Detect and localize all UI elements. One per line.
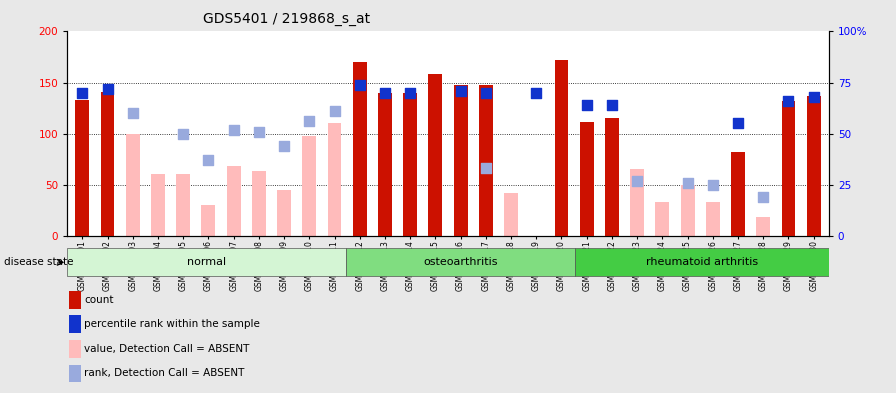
Bar (806, 96, 821, 236)
Bar (630, 169, 644, 236)
Bar (580, 122, 594, 236)
Bar (605, 118, 619, 236)
Text: rank, Detection Call = ABSENT: rank, Detection Call = ABSENT (84, 368, 245, 378)
Bar (328, 123, 341, 236)
Bar (806, 210, 821, 236)
Point (453, 88, 468, 94)
Bar (202, 205, 215, 236)
Bar (125, 134, 140, 236)
Point (630, 178, 644, 184)
Text: osteoarthritis: osteoarthritis (424, 257, 498, 267)
Bar (347, 248, 575, 277)
Text: count: count (84, 295, 114, 305)
Point (227, 127, 241, 133)
Bar (70, 340, 81, 358)
Point (252, 129, 266, 135)
Bar (378, 93, 392, 236)
Point (580, 102, 594, 108)
Point (378, 90, 392, 96)
Text: GDS5401 / 219868_s_at: GDS5401 / 219868_s_at (203, 12, 370, 26)
Bar (428, 103, 443, 236)
Point (530, 90, 544, 96)
Bar (731, 152, 745, 236)
Point (202, 157, 216, 163)
Point (277, 143, 291, 149)
Point (100, 86, 115, 92)
Bar (151, 174, 165, 236)
Point (327, 108, 341, 114)
Bar (504, 193, 518, 236)
Text: disease state: disease state (4, 257, 74, 267)
Point (75, 90, 90, 96)
Bar (575, 248, 829, 277)
Bar (75, 100, 90, 236)
Bar (100, 92, 115, 236)
Bar (453, 84, 468, 236)
Point (125, 110, 140, 116)
Bar (70, 291, 81, 309)
Point (352, 81, 366, 88)
Bar (706, 202, 719, 236)
Point (680, 180, 694, 186)
Point (605, 102, 619, 108)
Bar (177, 174, 190, 236)
Point (403, 90, 418, 96)
Text: rheumatoid arthritis: rheumatoid arthritis (646, 257, 758, 267)
Bar (756, 217, 771, 236)
Point (756, 194, 771, 200)
Point (478, 90, 493, 96)
Bar (277, 190, 291, 236)
Point (176, 130, 190, 137)
Bar (67, 248, 347, 277)
Bar (70, 365, 81, 382)
Point (731, 120, 745, 127)
Point (806, 94, 821, 100)
Bar (252, 171, 266, 236)
Bar (353, 62, 366, 236)
Bar (781, 101, 796, 236)
Bar (227, 166, 241, 236)
Text: normal: normal (187, 257, 227, 267)
Point (706, 182, 720, 188)
Point (781, 98, 796, 104)
Bar (403, 93, 418, 236)
Text: percentile rank within the sample: percentile rank within the sample (84, 319, 260, 329)
Bar (428, 74, 443, 236)
Bar (478, 84, 493, 236)
Point (302, 118, 316, 125)
Text: value, Detection Call = ABSENT: value, Detection Call = ABSENT (84, 344, 250, 354)
Point (478, 165, 493, 171)
Bar (70, 315, 81, 333)
Bar (655, 202, 669, 236)
Bar (681, 185, 694, 236)
Bar (302, 136, 316, 236)
Bar (555, 60, 568, 236)
